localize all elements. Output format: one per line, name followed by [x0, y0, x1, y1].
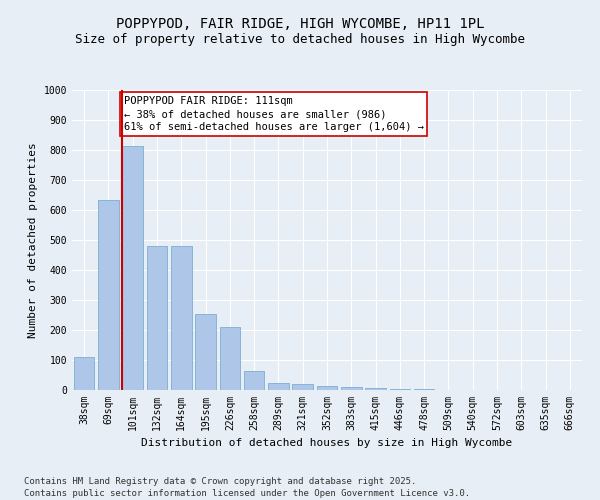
Bar	[98, 200, 119, 390]
Bar	[389, 388, 410, 390]
Bar	[220, 327, 240, 390]
Bar	[74, 357, 94, 390]
Bar	[171, 246, 191, 390]
Text: Contains HM Land Registry data © Crown copyright and database right 2025.
Contai: Contains HM Land Registry data © Crown c…	[24, 476, 470, 498]
Y-axis label: Number of detached properties: Number of detached properties	[28, 142, 38, 338]
Bar	[146, 246, 167, 390]
Text: Size of property relative to detached houses in High Wycombe: Size of property relative to detached ho…	[75, 32, 525, 46]
Bar	[244, 370, 265, 390]
Text: POPPYPOD FAIR RIDGE: 111sqm
← 38% of detached houses are smaller (986)
61% of se: POPPYPOD FAIR RIDGE: 111sqm ← 38% of det…	[124, 96, 424, 132]
X-axis label: Distribution of detached houses by size in High Wycombe: Distribution of detached houses by size …	[142, 438, 512, 448]
Bar	[341, 387, 362, 390]
Text: POPPYPOD, FAIR RIDGE, HIGH WYCOMBE, HP11 1PL: POPPYPOD, FAIR RIDGE, HIGH WYCOMBE, HP11…	[116, 18, 484, 32]
Bar	[268, 382, 289, 390]
Bar	[414, 388, 434, 390]
Bar	[195, 314, 216, 390]
Bar	[365, 388, 386, 390]
Bar	[317, 386, 337, 390]
Bar	[292, 384, 313, 390]
Bar	[122, 146, 143, 390]
